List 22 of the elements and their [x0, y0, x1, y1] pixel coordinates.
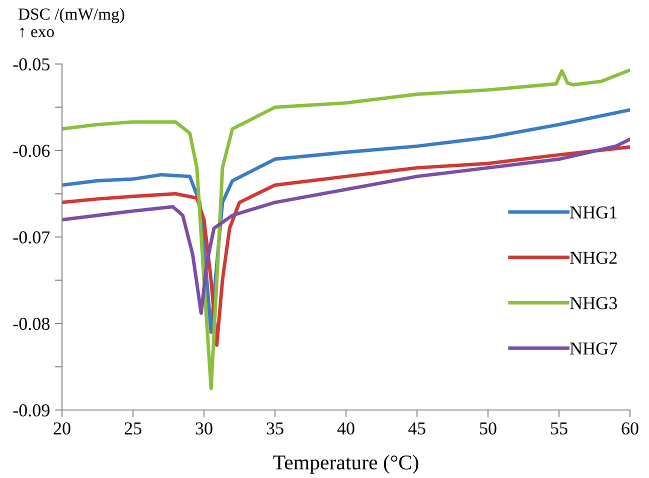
x-tick-label: 50 — [480, 422, 496, 435]
x-tick-label: 35 — [266, 422, 284, 435]
y-tick-label: -0.09 — [13, 404, 50, 417]
x-tick-label: 25 — [124, 422, 142, 435]
line-series — [62, 138, 630, 315]
x-tick-label: 40 — [337, 422, 354, 435]
legend-label: NHG3 — [570, 297, 617, 310]
y-tick-label: -0.07 — [13, 231, 50, 244]
x-axis-title: Temperature (°C) — [273, 454, 418, 474]
x-tick-label: 60 — [622, 422, 638, 435]
x-tick-label: 20 — [54, 422, 70, 435]
y-tick-label: -0.06 — [13, 144, 50, 158]
x-tick-label: 55 — [551, 422, 568, 435]
y-tick-label: -0.08 — [13, 318, 50, 330]
line-series — [62, 68, 630, 390]
legend-label: NHG1 — [570, 206, 617, 218]
y-tick-label: -0.05 — [13, 58, 50, 71]
y-axis-title: DSC /(mW/mg) ↑ exo — [18, 8, 124, 38]
legend-label: NHG7 — [570, 342, 618, 355]
x-tick-label: 45 — [408, 422, 426, 435]
x-tick-label: 30 — [196, 422, 212, 435]
legend-label: NHG2 — [570, 252, 617, 264]
